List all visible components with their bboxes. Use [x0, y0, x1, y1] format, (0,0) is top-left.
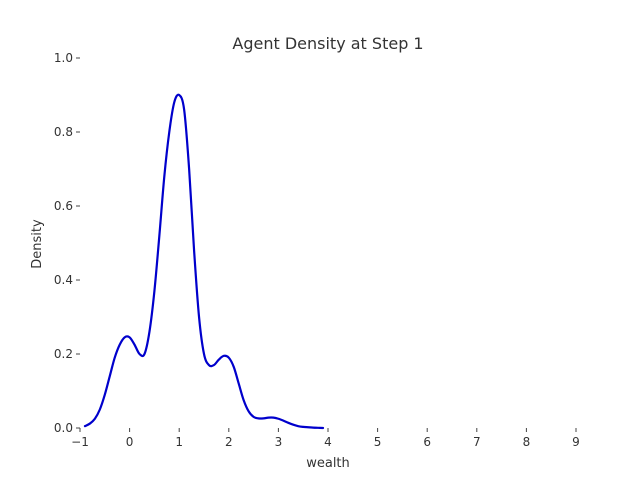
- x-axis-label: wealth: [306, 456, 350, 471]
- y-tick-label: 0.8: [54, 125, 73, 139]
- x-tick-label: 5: [374, 435, 382, 449]
- x-tick-label: 0: [126, 435, 134, 449]
- chart-title: Agent Density at Step 1: [232, 34, 423, 53]
- x-tick-label: 4: [324, 435, 332, 449]
- x-tick-label: 3: [275, 435, 283, 449]
- y-tick-label: 0.2: [54, 347, 73, 361]
- x-tick-label: 7: [473, 435, 481, 449]
- x-tick-label: 2: [225, 435, 233, 449]
- x-tick-label: 6: [423, 435, 431, 449]
- x-tick-label: −1: [71, 435, 89, 449]
- y-tick-label: 0.6: [54, 199, 73, 213]
- y-tick-label: 1.0: [54, 51, 73, 65]
- density-curve: [83, 93, 325, 430]
- x-tick-label: 8: [523, 435, 531, 449]
- x-tick-label: 9: [572, 435, 580, 449]
- x-axis: −1 0 1 2 3 4 5 6 7 8 9: [71, 428, 580, 449]
- y-tick-label: 0.0: [54, 421, 73, 435]
- y-axis: 0.0 0.2 0.4 0.6 0.8 1.0: [54, 51, 80, 435]
- x-tick-label: 1: [175, 435, 183, 449]
- y-axis-label: Density: [30, 219, 45, 269]
- y-tick-label: 0.4: [54, 273, 73, 287]
